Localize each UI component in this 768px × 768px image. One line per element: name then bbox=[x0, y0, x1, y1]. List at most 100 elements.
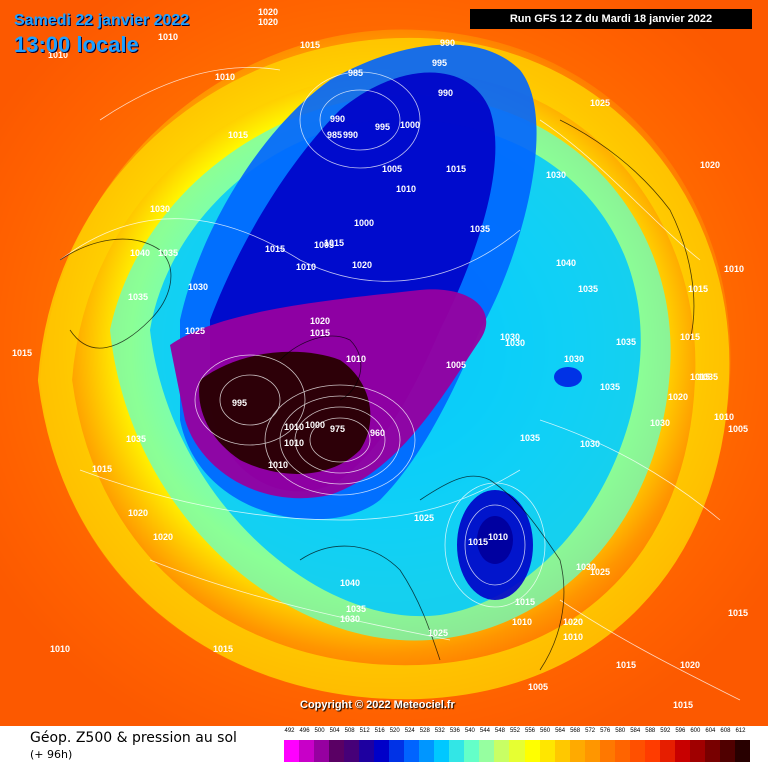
legend-title: Géop. Z500 & pression au sol bbox=[30, 730, 237, 746]
scale-label: 580 bbox=[615, 728, 626, 734]
pressure-label: 1020 bbox=[258, 7, 278, 17]
scale-swatch bbox=[494, 740, 510, 762]
pressure-label: 1020 bbox=[563, 617, 583, 627]
pressure-label: 1030 bbox=[580, 439, 600, 449]
scale-label: 572 bbox=[585, 728, 596, 734]
pressure-label: 1000 bbox=[354, 218, 374, 228]
pressure-label: 1010 bbox=[512, 617, 532, 627]
pressure-label: 1000 bbox=[400, 120, 420, 130]
pressure-label: 1040 bbox=[556, 258, 576, 268]
pressure-label: 1025 bbox=[590, 567, 610, 577]
scale-label: 520 bbox=[389, 728, 400, 734]
scale-swatch bbox=[659, 740, 675, 762]
pressure-label: 1015 bbox=[310, 328, 330, 338]
scale-label: 560 bbox=[540, 728, 551, 734]
pressure-label: 1010 bbox=[296, 262, 316, 272]
pressure-label: 1030 bbox=[650, 418, 670, 428]
pressure-label: 1010 bbox=[215, 72, 235, 82]
pressure-label: 1030 bbox=[546, 170, 566, 180]
cutoff-low-core bbox=[477, 516, 513, 564]
scale-swatch bbox=[374, 740, 390, 762]
scale-label: 536 bbox=[449, 728, 460, 734]
scale-label: 496 bbox=[299, 728, 310, 734]
pressure-label: 1020 bbox=[680, 660, 700, 670]
pressure-label: 995 bbox=[432, 58, 447, 68]
dark-core bbox=[199, 351, 371, 474]
scale-label: 528 bbox=[419, 728, 430, 734]
pressure-label: 1020 bbox=[128, 508, 148, 518]
pressure-label: 1030 bbox=[505, 338, 525, 348]
pressure-label: 1030 bbox=[188, 282, 208, 292]
pressure-label: 1015 bbox=[92, 464, 112, 474]
forecast-time: 13:00 locale bbox=[14, 32, 139, 57]
pressure-label: 1035 bbox=[698, 372, 718, 382]
pressure-label: 1015 bbox=[265, 244, 285, 254]
scale-swatch bbox=[449, 740, 465, 762]
scale-label: 552 bbox=[509, 728, 520, 734]
pressure-label: 1010 bbox=[714, 412, 734, 422]
pressure-label: 990 bbox=[330, 114, 345, 124]
pressure-label: 1010 bbox=[268, 460, 288, 470]
legend-footer: Géop. Z500 & pression au sol (+ 96h) 492… bbox=[0, 726, 768, 768]
scale-label: 612 bbox=[735, 728, 746, 734]
pressure-label: 1025 bbox=[185, 326, 205, 336]
pressure-label: 1025 bbox=[414, 513, 434, 523]
scale-swatch bbox=[359, 740, 375, 762]
warm-band bbox=[0, 0, 768, 726]
scale-swatch bbox=[734, 740, 750, 762]
pressure-label: 1035 bbox=[520, 433, 540, 443]
scale-swatch bbox=[719, 740, 735, 762]
color-scale-labels: 492 496 500 504 508 512 516 520 524 528 532 536 540 5… bbox=[284, 728, 750, 740]
scale-swatch bbox=[704, 740, 720, 762]
scale-label: 492 bbox=[284, 728, 295, 734]
pressure-label: 1035 bbox=[126, 434, 146, 444]
scale-label: 596 bbox=[675, 728, 686, 734]
pressure-label: 1030 bbox=[340, 614, 360, 624]
scale-label: 604 bbox=[705, 728, 716, 734]
pressure-label: 1015 bbox=[616, 660, 636, 670]
pressure-label: 1030 bbox=[150, 204, 170, 214]
pressure-label: 1030 bbox=[500, 332, 520, 342]
pressure-label: 1025 bbox=[428, 628, 448, 638]
scale-swatch bbox=[404, 740, 420, 762]
pressure-label: 1005 bbox=[728, 424, 748, 434]
pressure-label: 1005 bbox=[446, 360, 466, 370]
isobars bbox=[59, 67, 741, 701]
pressure-label: 1015 bbox=[446, 164, 466, 174]
pressure-label: 1020 bbox=[700, 160, 720, 170]
pressure-label: 1030 bbox=[576, 562, 596, 572]
pressure-label: 1015 bbox=[213, 644, 233, 654]
scale-swatch bbox=[299, 740, 315, 762]
legend-subtitle: (+ 96h) bbox=[30, 748, 73, 761]
pressure-label: 1010 bbox=[488, 532, 508, 542]
pressure-label: 990 bbox=[440, 38, 455, 48]
scale-label: 576 bbox=[600, 728, 611, 734]
scale-label: 500 bbox=[314, 728, 325, 734]
pressure-label: 1005 bbox=[314, 240, 334, 250]
scale-swatch bbox=[479, 740, 495, 762]
pressure-label: 1010 bbox=[48, 50, 68, 60]
pressure-label: 1015 bbox=[324, 238, 344, 248]
scale-label: 524 bbox=[404, 728, 415, 734]
forecast-date: Samedi 22 janvier 2022 bbox=[14, 12, 190, 29]
pressure-label: 995 bbox=[232, 398, 247, 408]
pressure-label: 1035 bbox=[470, 224, 490, 234]
scale-label: 512 bbox=[359, 728, 370, 734]
pressure-label: 1020 bbox=[258, 17, 278, 27]
pressure-label: 1015 bbox=[515, 597, 535, 607]
scale-swatch bbox=[614, 740, 630, 762]
scale-swatch bbox=[629, 740, 645, 762]
scale-label: 548 bbox=[494, 728, 505, 734]
pressure-label: 1015 bbox=[468, 537, 488, 547]
pressure-label: 1010 bbox=[724, 264, 744, 274]
pressure-label: 1005 bbox=[382, 164, 402, 174]
scale-swatch bbox=[584, 740, 600, 762]
pressure-label: 1040 bbox=[340, 578, 360, 588]
pressure-label: 1015 bbox=[690, 372, 710, 382]
pressure-label: 1010 bbox=[50, 644, 70, 654]
scale-swatch bbox=[389, 740, 405, 762]
copyright: Copyright © 2022 Meteociel.fr bbox=[300, 699, 455, 711]
pressure-label: 1040 bbox=[130, 248, 150, 258]
